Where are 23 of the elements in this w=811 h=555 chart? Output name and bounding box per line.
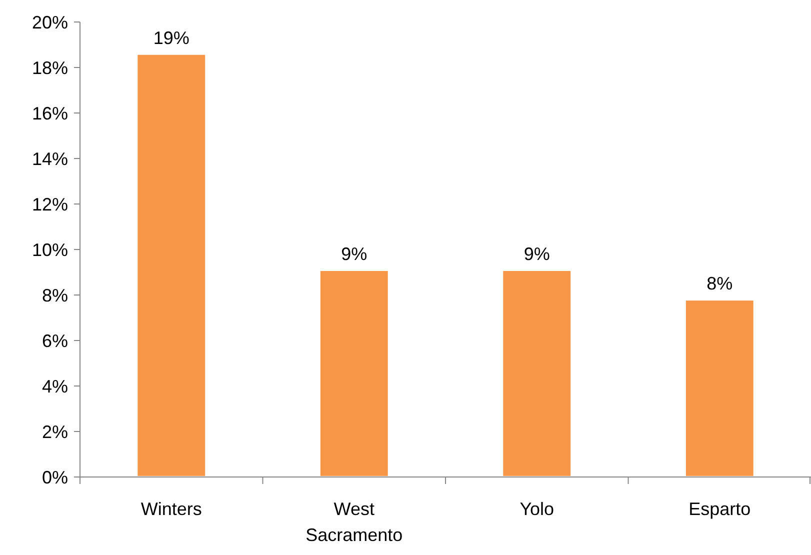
y-tick-label: 8% bbox=[42, 285, 68, 306]
y-tick-label: 12% bbox=[32, 194, 68, 214]
bar bbox=[501, 268, 573, 478]
data-label: 9% bbox=[341, 244, 368, 264]
bar bbox=[318, 268, 390, 478]
y-tick-label: 0% bbox=[42, 467, 68, 488]
bar bbox=[684, 298, 756, 478]
y-tick-label: 6% bbox=[42, 330, 68, 351]
y-tick-label: 10% bbox=[32, 240, 68, 260]
x-tick-label: Winters bbox=[140, 499, 202, 519]
y-tick-label: 18% bbox=[32, 58, 68, 78]
bar bbox=[136, 52, 208, 478]
y-tick-label: 4% bbox=[42, 376, 68, 396]
x-tick-label: Esparto bbox=[688, 499, 751, 519]
data-label: 8% bbox=[706, 274, 733, 294]
x-tick-label: Yolo bbox=[520, 499, 554, 519]
y-tick-label: 16% bbox=[32, 103, 68, 124]
data-label: 9% bbox=[524, 244, 550, 264]
x-tick-label: West Sacramento bbox=[306, 499, 403, 545]
y-tick-label: 20% bbox=[32, 12, 68, 32]
y-tick-label: 2% bbox=[42, 422, 68, 442]
y-tick-label: 14% bbox=[32, 148, 68, 169]
data-label: 19% bbox=[153, 28, 190, 48]
